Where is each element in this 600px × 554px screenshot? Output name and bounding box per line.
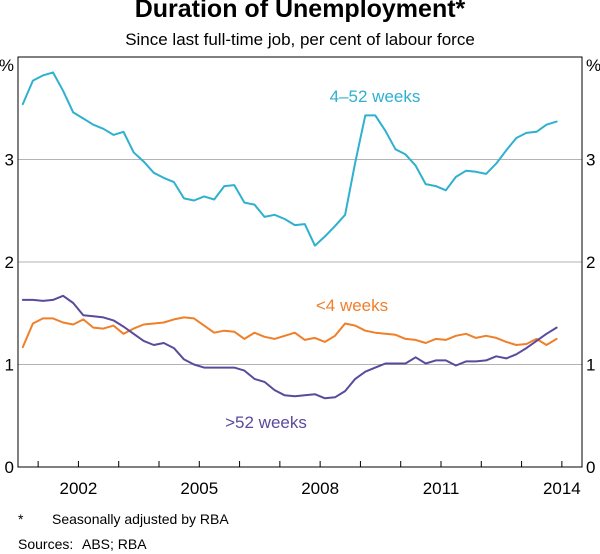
- y-tick-label-left: 3: [5, 151, 14, 170]
- y-tick-label-right: 3: [586, 151, 595, 170]
- x-tick-label: 2005: [180, 479, 218, 498]
- x-tick-label: 2011: [423, 479, 460, 498]
- chart-subtitle: Since last full-time job, per cent of la…: [125, 30, 475, 49]
- series-line-2: [21, 294, 558, 400]
- series-label-1: <4 weeks: [316, 296, 388, 315]
- footnote-text: Seasonally adjusted by RBA: [52, 511, 229, 527]
- sources-label: Sources:: [18, 536, 74, 552]
- series-line-1: [21, 316, 558, 349]
- sources-text: ABS; RBA: [82, 536, 147, 552]
- y-tick-label-left: 1: [5, 356, 14, 375]
- x-tick-label: 2002: [60, 479, 98, 498]
- series-line-0: [21, 71, 558, 247]
- footnote-marker: *: [18, 511, 24, 527]
- y-tick-label-right: 0: [586, 458, 595, 477]
- plot-frame: [17, 56, 583, 468]
- x-tick-label: 2008: [301, 479, 339, 498]
- y-tick-label-right: 2: [586, 253, 595, 272]
- y-tick-label-right: 1: [586, 356, 595, 375]
- y-tick-label-left: 0: [5, 458, 14, 477]
- chart-title: Duration of Unemployment*: [134, 0, 466, 23]
- sources-note: Sources: ABS; RBA: [18, 535, 147, 553]
- series-label-2: >52 weeks: [225, 413, 307, 432]
- series-label-0: 4–52 weeks: [330, 87, 421, 106]
- y-tick-label-left: 2: [5, 253, 14, 272]
- x-tick-label: 2014: [543, 479, 581, 498]
- y-axis-unit-right: %: [586, 56, 600, 75]
- footnote: * Seasonally adjusted by RBA: [18, 510, 229, 528]
- y-axis-unit-left: %: [0, 56, 14, 75]
